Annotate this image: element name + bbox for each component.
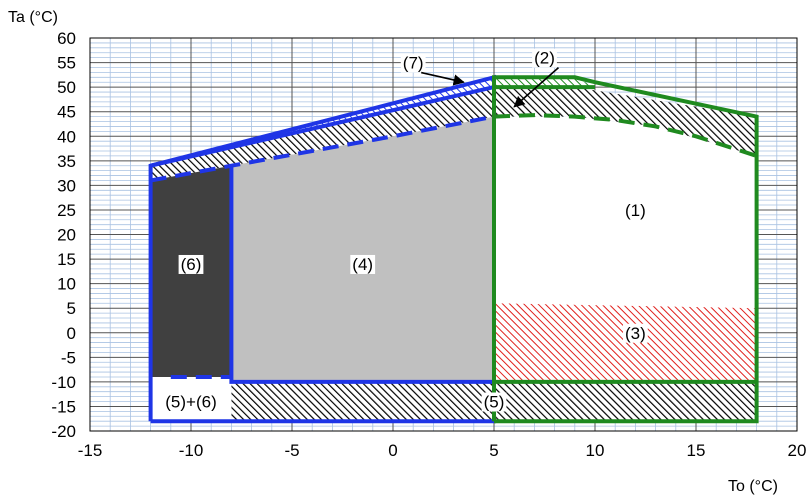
label-1-group: (1) [623, 200, 648, 220]
y-tick-label: -15 [51, 397, 76, 416]
y-tick-label: -10 [51, 373, 76, 392]
envelope-lines [148, 74, 759, 424]
label-1: (1) [625, 201, 646, 220]
y-tick-label: 55 [57, 54, 76, 73]
label-2-group: (2) [532, 48, 557, 68]
label-5-plus-6-background [163, 392, 219, 412]
label-6-group: (6) [178, 254, 204, 274]
blue-envelope-dashed-line [150, 114, 495, 183]
blue-envelope-solid-line [229, 165, 494, 384]
x-tick-label: -5 [284, 441, 299, 460]
x-tick-label: -10 [179, 441, 204, 460]
y-tick-label: -20 [51, 422, 76, 441]
label-5-background [481, 392, 507, 412]
label-5-plus-6-group: (5)+(6) [163, 392, 219, 412]
y-tick-label: 45 [57, 103, 76, 122]
label-6-background [178, 254, 204, 274]
label-1-background [623, 200, 648, 220]
label-4: (4) [352, 255, 373, 274]
label-7: (7) [403, 54, 424, 73]
y-tick-label: 35 [57, 152, 76, 171]
label-5-group: (5) [481, 392, 507, 412]
x-tick-label: 10 [586, 441, 605, 460]
label-3-group: (3) [623, 323, 648, 343]
x-tick-label: 0 [388, 441, 397, 460]
y-tick-label: 30 [57, 176, 76, 195]
y-tick-label: -5 [61, 348, 76, 367]
y-tick-label: 25 [57, 201, 76, 220]
blue-envelope-solid-line [150, 85, 495, 168]
y-tick-label: 15 [57, 250, 76, 269]
region-labels: (1) (2) (3) (4) (5) (5)+(6) (6) (7) [163, 48, 648, 412]
x-tick-label: 15 [687, 441, 706, 460]
y-tick-label: 40 [57, 127, 76, 146]
label-4-background [350, 254, 376, 274]
y-tick-label: 60 [57, 29, 76, 48]
region-green-top [494, 77, 595, 88]
label-3-background [623, 323, 648, 343]
label-7-arrow [421, 71, 465, 86]
label-7-group: (7) [400, 53, 426, 73]
label-7-background [400, 53, 426, 73]
label-2-arrow [513, 67, 560, 108]
label-2: (2) [534, 49, 555, 68]
x-tick-label: -15 [78, 441, 103, 460]
y-tick-label: 50 [57, 78, 76, 97]
label-4-group: (4) [350, 254, 376, 274]
x-tick-labels: -15 -10 -5 0 5 10 15 20 [78, 441, 807, 460]
y-tick-label: 0 [67, 324, 76, 343]
y-axis-label: Ta (°C) [8, 9, 58, 26]
y-tick-label: 20 [57, 226, 76, 245]
x-axis-label: To (°C) [728, 478, 778, 495]
y-tick-label: 5 [67, 299, 76, 318]
region-4 [231, 116, 494, 382]
green-envelope-dashed-line [493, 113, 758, 158]
region-2 [150, 87, 757, 181]
x-tick-label: 20 [788, 441, 807, 460]
regions [150, 77, 757, 422]
label-6: (6) [181, 255, 202, 274]
plot-frame [89, 37, 798, 432]
label-3: (3) [625, 324, 646, 343]
green-envelope-solid-line [492, 75, 759, 424]
label-5: (5) [484, 393, 505, 412]
x-tick-label: 5 [489, 441, 498, 460]
y-tick-label: 10 [57, 275, 76, 294]
label-5-plus-6: (5)+(6) [165, 393, 216, 412]
label-2-background [532, 48, 557, 68]
